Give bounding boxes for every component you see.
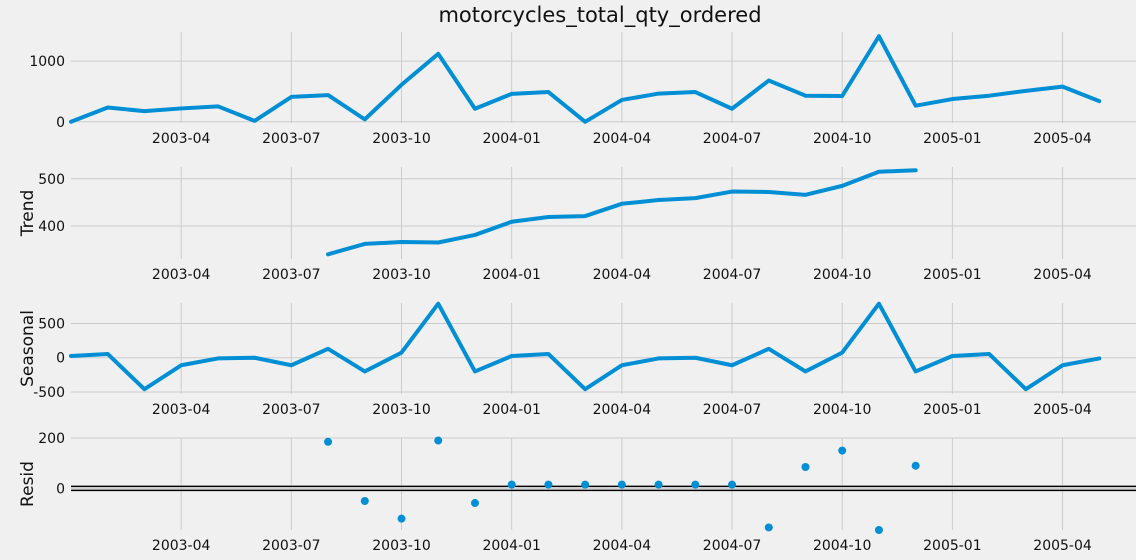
x-tick-label: 2004-04 bbox=[593, 131, 652, 147]
x-tick-label: 2005-01 bbox=[923, 402, 982, 418]
panel-trend: 2003-04 2003-07 2003-10 2004-01 2004-04 2004-… bbox=[18, 167, 1136, 283]
x-tick-label: 2003-07 bbox=[262, 538, 321, 554]
x-tick-label: 2005-04 bbox=[1033, 402, 1092, 418]
resid-point bbox=[470, 499, 479, 508]
x-tick-label: 2004-10 bbox=[813, 267, 872, 283]
x-tick-label: 2004-07 bbox=[703, 402, 762, 418]
y-tick-label: 0 bbox=[56, 481, 65, 497]
x-tick-label: 2003-10 bbox=[372, 131, 431, 147]
x-tick-label: 2005-01 bbox=[923, 267, 982, 283]
panel-observed: 2003-04 2003-07 2003-10 2004-01 2004-04 2004-… bbox=[29, 32, 1136, 147]
x-tick-label: 2003-04 bbox=[152, 267, 211, 283]
panel-seasonal: 2003-04 2003-07 2003-10 2004-01 2004-04 2004-… bbox=[18, 301, 1136, 418]
resid-point bbox=[654, 480, 663, 489]
resid-point bbox=[911, 461, 920, 470]
x-tick-label: 2004-01 bbox=[482, 538, 541, 554]
y-axis-label: Trend bbox=[18, 190, 38, 238]
chart-title: motorcycles_total_qty_ordered bbox=[438, 3, 761, 28]
x-tick-label: 2005-01 bbox=[923, 131, 982, 147]
resid-point bbox=[397, 514, 406, 523]
x-tick-label: 2003-10 bbox=[372, 402, 431, 418]
x-tick-label: 2004-01 bbox=[482, 267, 541, 283]
resid-point bbox=[838, 446, 847, 455]
y-axis-label: Resid bbox=[18, 461, 38, 507]
y-tick-label: -500 bbox=[33, 385, 65, 401]
resid-point bbox=[544, 480, 553, 489]
resid-point bbox=[691, 480, 700, 489]
resid-point bbox=[581, 480, 590, 489]
y-tick-label: 500 bbox=[38, 172, 65, 188]
x-tick-label: 2004-10 bbox=[813, 402, 872, 418]
x-tick-label: 2004-07 bbox=[703, 267, 762, 283]
y-tick-label: 200 bbox=[38, 431, 65, 447]
x-tick-label: 2004-07 bbox=[703, 131, 762, 147]
series-line bbox=[326, 168, 918, 257]
x-tick-label: 2005-01 bbox=[923, 538, 982, 554]
x-tick-label: 2003-04 bbox=[152, 402, 211, 418]
x-tick-label: 2004-10 bbox=[813, 538, 872, 554]
resid-point bbox=[728, 480, 737, 489]
x-tick-label: 2004-01 bbox=[482, 402, 541, 418]
x-tick-label: 2003-10 bbox=[372, 267, 431, 283]
y-axis-label: Seasonal bbox=[18, 310, 38, 387]
y-tick-label: 400 bbox=[38, 219, 65, 235]
x-tick-label: 2005-04 bbox=[1033, 538, 1092, 554]
resid-point bbox=[764, 523, 773, 532]
x-tick-label: 2003-07 bbox=[262, 267, 321, 283]
x-tick-label: 2004-07 bbox=[703, 538, 762, 554]
y-tick-label: 0 bbox=[56, 351, 65, 367]
resid-point bbox=[507, 480, 516, 489]
x-tick-label: 2004-04 bbox=[593, 267, 652, 283]
x-tick-label: 2003-04 bbox=[152, 538, 211, 554]
x-tick-label: 2005-04 bbox=[1033, 131, 1092, 147]
x-tick-label: 2004-01 bbox=[482, 131, 541, 147]
panels: 2003-04 2003-07 2003-10 2004-01 2004-04 2004-… bbox=[18, 32, 1136, 554]
resid-point bbox=[360, 497, 369, 506]
x-tick-label: 2004-10 bbox=[813, 131, 872, 147]
resid-point bbox=[617, 480, 626, 489]
y-tick-label: 1000 bbox=[29, 54, 65, 70]
resid-point bbox=[324, 437, 333, 446]
x-tick-label: 2004-04 bbox=[593, 538, 652, 554]
y-tick-label: 0 bbox=[56, 115, 65, 131]
series-line bbox=[69, 301, 1102, 392]
x-tick-label: 2005-04 bbox=[1033, 267, 1092, 283]
x-tick-label: 2003-07 bbox=[262, 131, 321, 147]
y-tick-label: 500 bbox=[38, 317, 65, 333]
x-tick-label: 2003-07 bbox=[262, 402, 321, 418]
x-tick-label: 2003-04 bbox=[152, 131, 211, 147]
resid-point bbox=[801, 462, 810, 471]
x-tick-label: 2003-10 bbox=[372, 538, 431, 554]
x-tick-label: 2004-04 bbox=[593, 402, 652, 418]
series-line bbox=[69, 34, 1102, 124]
resid-point bbox=[874, 526, 883, 534]
panel-resid: 2003-04 2003-07 2003-10 2004-01 2004-04 2004-… bbox=[18, 431, 1136, 554]
resid-point bbox=[434, 436, 443, 445]
